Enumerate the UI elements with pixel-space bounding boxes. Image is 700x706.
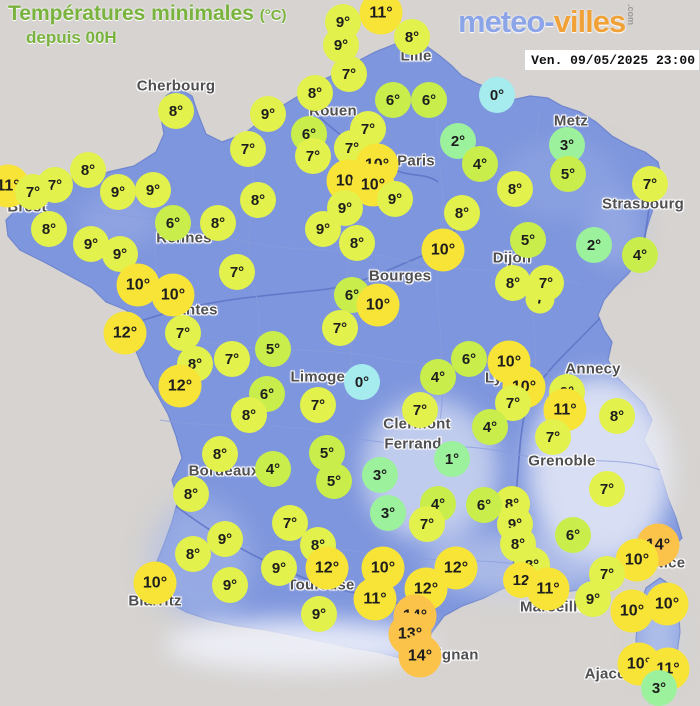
temp-bubble: 7° bbox=[295, 138, 331, 174]
temp-bubble: 10° bbox=[421, 228, 465, 272]
temp-bubble: 9° bbox=[377, 181, 413, 217]
temp-bubble: 9° bbox=[135, 172, 171, 208]
temp-bubble: 9° bbox=[212, 567, 248, 603]
temp-bubble: 4° bbox=[462, 146, 498, 182]
temp-bubble: 6° bbox=[451, 341, 487, 377]
temp-bubble: 9° bbox=[100, 174, 136, 210]
unit-label: (°C) bbox=[259, 7, 287, 24]
temp-bubble: 8° bbox=[339, 225, 375, 261]
temp-bubble: 8° bbox=[599, 398, 635, 434]
temp-bubble: 8° bbox=[158, 93, 194, 129]
city-label-metz: Metz bbox=[553, 112, 589, 130]
temp-bubble: 6° bbox=[155, 205, 191, 241]
temp-bubble: 8° bbox=[202, 436, 238, 472]
temp-bubble: 8° bbox=[200, 205, 236, 241]
logo-part-meteo: meteo- bbox=[458, 4, 555, 39]
temp-bubble: 10° bbox=[151, 273, 195, 317]
logo-part-villes: villes bbox=[553, 4, 627, 39]
temp-bubble: 4° bbox=[420, 486, 456, 522]
temp-bubble: 7° bbox=[230, 131, 266, 167]
temp-bubble: 9° bbox=[575, 581, 611, 617]
temp-bubble: 8° bbox=[444, 195, 480, 231]
city-label-strasbourg: Strasbourg bbox=[601, 195, 685, 213]
temp-bubble: 9° bbox=[301, 596, 337, 632]
temp-bubble: 9° bbox=[261, 550, 297, 586]
temp-bubble: 10° bbox=[133, 561, 177, 605]
temp-bubble: 7° bbox=[214, 341, 250, 377]
city-label-grenoble: Grenoble bbox=[528, 452, 596, 470]
temp-bubble: 7° bbox=[409, 506, 445, 542]
temp-bubble: 4° bbox=[472, 409, 508, 445]
temp-bubble: 10° bbox=[356, 283, 400, 327]
temp-bubble: 6° bbox=[375, 82, 411, 118]
city-label-cherbourg: Cherbourg bbox=[136, 77, 216, 95]
temp-bubble: 7° bbox=[535, 419, 571, 455]
temp-bubble: 11° bbox=[0, 164, 30, 208]
temp-bubble: 8° bbox=[231, 397, 267, 433]
temp-bubble: 12° bbox=[305, 546, 349, 590]
temp-bubble: 6° bbox=[555, 517, 591, 553]
temp-bubble: 4° bbox=[255, 451, 291, 487]
temp-bubble: 5° bbox=[550, 156, 586, 192]
temp-bubble: 7° bbox=[632, 166, 668, 202]
temp-bubble: 8° bbox=[394, 19, 430, 55]
temp-bubble: 7° bbox=[528, 265, 564, 301]
temp-bubble: 7° bbox=[15, 174, 51, 210]
temp-bubble: 8° bbox=[297, 75, 333, 111]
temp-bubble: 12° bbox=[158, 364, 202, 408]
temp-bubble: 14° bbox=[398, 634, 442, 678]
city-label-bourges: Bourges bbox=[368, 267, 432, 285]
temp-bubble: 10° bbox=[610, 589, 654, 633]
temp-bubble: 12° bbox=[103, 311, 147, 355]
temp-bubble: 2° bbox=[576, 227, 612, 263]
temp-bubble: 7° bbox=[165, 315, 201, 351]
temp-bubble: 7° bbox=[300, 387, 336, 423]
temp-bubble: 9° bbox=[250, 96, 286, 132]
temp-bubble: 11° bbox=[526, 567, 570, 611]
temp-bubble: 3° bbox=[362, 457, 398, 493]
page-title: Températures minimales (°C) bbox=[8, 2, 287, 25]
temp-bubble: 10° bbox=[361, 546, 405, 590]
temp-bubble: 8° bbox=[31, 211, 67, 247]
temp-bubble: 10° bbox=[116, 263, 160, 307]
meteo-villes-logo: meteo-villes.com bbox=[458, 4, 636, 40]
city-label-paris: Paris bbox=[397, 152, 435, 170]
temp-bubble: 3° bbox=[370, 495, 406, 531]
city-label-annecy: Annecy bbox=[565, 360, 621, 378]
temp-bubble: 0° bbox=[344, 364, 380, 400]
temp-bubble: 8° bbox=[240, 182, 276, 218]
temp-bubble: 1° bbox=[434, 441, 470, 477]
temp-bubble: 6° bbox=[411, 82, 447, 118]
title-block: Températures minimales (°C) depuis 00H bbox=[8, 2, 287, 48]
temp-bubble: 7° bbox=[331, 56, 367, 92]
datetime-badge: Ven. 09/05/2025 23:00 bbox=[525, 50, 699, 70]
temp-bubble: 8° bbox=[495, 265, 531, 301]
temp-bubble: 9° bbox=[305, 211, 341, 247]
temp-bubble: 11° bbox=[353, 577, 397, 621]
temp-bubble: 0° bbox=[479, 77, 515, 113]
temp-bubble: 8° bbox=[497, 171, 533, 207]
temp-bubble: 8° bbox=[173, 476, 209, 512]
temp-bubble: 5° bbox=[510, 222, 546, 258]
temp-bubble: 10° bbox=[645, 582, 689, 626]
city-label-limoges: Limoges bbox=[290, 368, 354, 386]
city-label-ferrand: Ferrand bbox=[384, 435, 442, 453]
temp-bubble: 7° bbox=[322, 310, 358, 346]
temp-bubble: 5° bbox=[255, 331, 291, 367]
temp-bubble: 7° bbox=[219, 254, 255, 290]
temp-bubble: 8° bbox=[175, 536, 211, 572]
logo-suffix-com: .com bbox=[626, 4, 637, 26]
temp-bubble: 7° bbox=[402, 392, 438, 428]
temp-bubble: 4° bbox=[420, 359, 456, 395]
temp-bubble: 6° bbox=[466, 487, 502, 523]
page-subtitle: depuis 00H bbox=[26, 28, 117, 47]
temp-bubble: 5° bbox=[316, 463, 352, 499]
temp-bubble: 9° bbox=[207, 521, 243, 557]
temp-bubble: 3° bbox=[641, 670, 677, 706]
temp-bubble: 7° bbox=[589, 471, 625, 507]
temp-bubble: 8° bbox=[70, 152, 106, 188]
temp-bubble: 4° bbox=[622, 237, 658, 273]
temp-bubble: 7° bbox=[350, 111, 386, 147]
